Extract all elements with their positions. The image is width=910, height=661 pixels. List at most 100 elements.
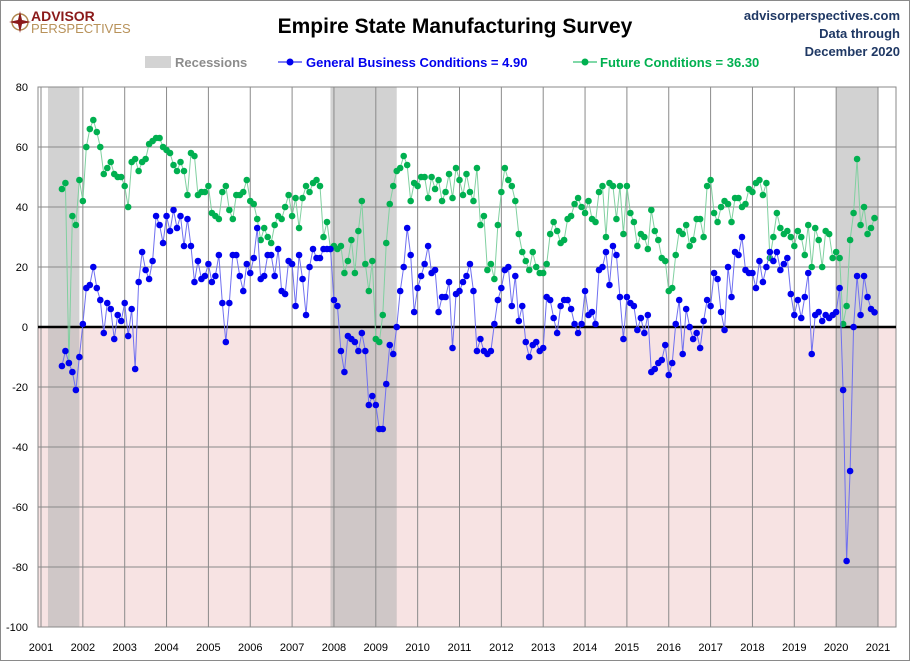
future-conditions-point <box>215 215 223 223</box>
future-conditions-point <box>428 173 435 181</box>
general-business-conditions-point <box>260 272 268 280</box>
general-business-conditions-point <box>832 308 840 316</box>
future-conditions-point <box>553 227 561 235</box>
general-business-conditions-point <box>417 272 425 280</box>
future-conditions-point <box>599 182 606 190</box>
x-tick-label: 2008 <box>322 642 346 654</box>
general-business-conditions-point <box>62 347 69 355</box>
general-business-conditions-point <box>710 269 718 277</box>
future-conditions-point <box>365 287 373 295</box>
future-conditions-point <box>794 227 802 235</box>
general-business-conditions-point <box>522 338 530 346</box>
general-business-conditions-point <box>114 311 122 319</box>
general-business-conditions-point <box>696 344 704 352</box>
general-business-conditions-point <box>281 290 289 298</box>
general-business-conditions-point <box>131 365 139 373</box>
future-conditions-point <box>271 221 278 229</box>
general-business-conditions-point <box>860 272 868 280</box>
general-business-conditions-point <box>735 251 742 259</box>
future-conditions-point <box>707 176 714 184</box>
future-conditions-point <box>83 143 90 151</box>
x-tick-label: 2018 <box>740 642 764 654</box>
general-business-conditions-point <box>445 278 453 286</box>
logo-line1: ADVISOR <box>31 8 95 24</box>
future-conditions-point <box>620 230 627 238</box>
general-business-conditions-point <box>707 302 714 310</box>
future-conditions-point <box>369 257 376 265</box>
future-conditions-point <box>770 233 777 241</box>
general-business-conditions-point <box>728 293 735 301</box>
future-conditions-point <box>250 200 258 208</box>
general-business-conditions-point <box>250 254 258 262</box>
general-business-conditions-point <box>65 359 73 367</box>
general-business-conditions-point <box>797 314 805 322</box>
x-tick-label: 2009 <box>364 642 388 654</box>
future-conditions-point <box>320 233 327 241</box>
legend: Recessions General Business Conditions =… <box>145 55 759 70</box>
future-conditions-point <box>442 188 449 196</box>
general-business-conditions-point <box>365 401 373 409</box>
general-business-conditions-point <box>853 272 861 280</box>
general-business-conditions-point <box>574 329 582 337</box>
general-business-conditions-point <box>180 242 188 250</box>
general-business-conditions-point <box>491 320 498 328</box>
general-business-conditions-point <box>393 323 401 331</box>
future-conditions-point <box>839 320 847 328</box>
future-conditions-point <box>93 128 101 136</box>
future-conditions-point <box>574 194 582 202</box>
advisor-perspectives-logo: ADVISOR PERSPECTIVES <box>9 8 131 36</box>
future-conditions-point <box>201 188 209 196</box>
general-business-conditions-point <box>124 332 132 340</box>
future-conditions-point <box>484 266 491 274</box>
future-conditions-point <box>156 134 163 142</box>
legend-general-marker <box>286 58 294 66</box>
future-conditions-point <box>103 164 111 172</box>
future-conditions-point <box>222 182 230 190</box>
general-business-conditions-point <box>613 251 620 259</box>
x-tick-label: 2017 <box>698 642 722 654</box>
future-conditions-point <box>756 176 763 184</box>
general-business-conditions-point <box>763 263 770 271</box>
general-business-conditions-point <box>714 275 721 283</box>
general-business-conditions-point <box>72 386 80 394</box>
general-business-conditions-point <box>372 401 380 409</box>
general-business-conditions-point <box>836 284 843 292</box>
general-business-conditions-point <box>330 296 338 304</box>
general-business-conditions-point <box>421 260 428 268</box>
future-conditions-point <box>654 236 662 244</box>
general-business-conditions-point <box>616 293 624 301</box>
general-business-conditions-point <box>201 272 209 280</box>
general-business-conditions-point <box>801 293 809 301</box>
legend-general: General Business Conditions = 4.90 <box>306 55 527 70</box>
general-business-conditions-point <box>410 308 418 316</box>
future-conditions-point <box>396 164 404 172</box>
future-conditions-point <box>72 221 80 229</box>
general-business-conditions-point <box>644 311 652 319</box>
future-conditions-point <box>853 155 861 163</box>
future-conditions-point <box>634 242 641 250</box>
general-business-conditions-point <box>145 275 153 283</box>
future-conditions-point <box>58 185 66 193</box>
general-business-conditions-point <box>396 287 404 295</box>
general-business-conditions-point <box>550 314 557 322</box>
general-business-conditions-point <box>588 308 596 316</box>
future-conditions-point <box>686 242 693 250</box>
general-business-conditions-point <box>532 338 540 346</box>
future-conditions-point <box>219 188 226 196</box>
future-conditions-point <box>86 125 94 133</box>
future-conditions-point <box>836 254 843 262</box>
general-business-conditions-point <box>93 284 101 292</box>
general-business-conditions-point <box>184 215 191 223</box>
future-conditions-point <box>313 176 320 184</box>
future-conditions-point <box>121 182 128 190</box>
general-business-conditions-point <box>222 338 230 346</box>
general-business-conditions-point <box>672 320 680 328</box>
general-business-conditions-point <box>686 323 693 331</box>
general-business-conditions-point <box>675 296 683 304</box>
future-conditions-point <box>501 164 509 172</box>
general-business-conditions-point <box>473 347 481 355</box>
general-business-conditions-point <box>777 266 784 274</box>
future-conditions-point <box>689 236 697 244</box>
general-business-conditions-point <box>791 311 798 319</box>
general-business-conditions-point <box>334 302 341 310</box>
